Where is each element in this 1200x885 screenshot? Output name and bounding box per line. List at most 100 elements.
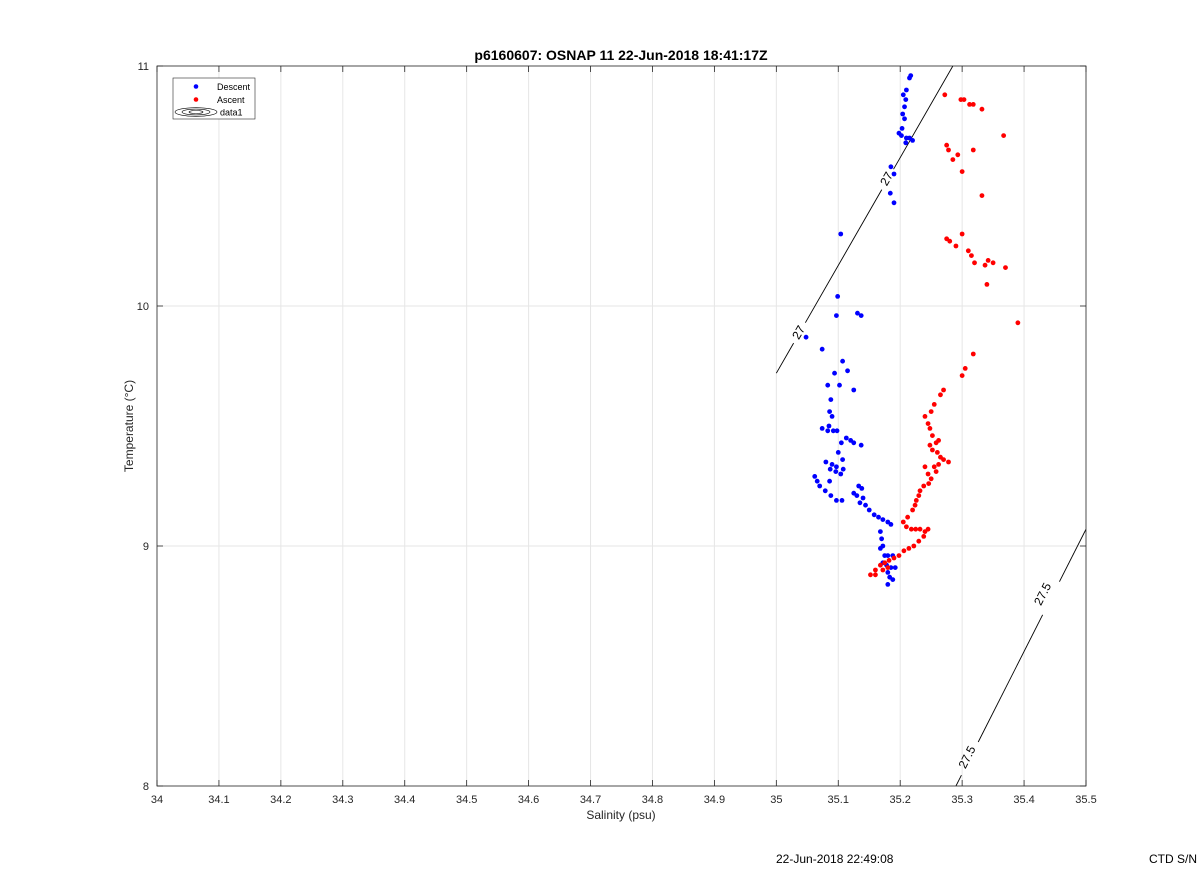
descent-point bbox=[892, 565, 898, 570]
x-tick-label: 34.2 bbox=[270, 794, 291, 806]
ascent-point bbox=[916, 493, 922, 498]
legend-data1-label: data1 bbox=[220, 108, 243, 118]
y-tick-label: 11 bbox=[138, 61, 149, 73]
footer-timestamp: 22-Jun-2018 22:49:08 bbox=[776, 852, 894, 866]
ascent-point bbox=[925, 526, 931, 532]
ascent-point bbox=[941, 457, 946, 462]
descent-point bbox=[877, 546, 883, 551]
descent-point bbox=[827, 409, 832, 414]
ascent-point bbox=[891, 555, 897, 561]
descent-point bbox=[888, 522, 894, 527]
descent-point bbox=[823, 459, 829, 465]
ascent-point bbox=[934, 450, 940, 455]
ascent-point bbox=[911, 543, 917, 549]
ascent-point bbox=[886, 558, 892, 563]
data-series bbox=[803, 73, 1021, 587]
contour-label: 27 bbox=[877, 169, 896, 188]
descent-point bbox=[819, 346, 825, 352]
descent-point bbox=[812, 474, 818, 479]
x-tick-label: 34.6 bbox=[518, 794, 539, 806]
ascent-point bbox=[905, 514, 911, 520]
contour-legend-icon bbox=[174, 107, 218, 117]
ascent-point bbox=[941, 387, 946, 393]
ascent-point bbox=[900, 519, 906, 525]
descent-point bbox=[834, 498, 839, 503]
descent-point bbox=[839, 498, 845, 503]
descent-point bbox=[819, 426, 825, 431]
ascent-point bbox=[913, 498, 919, 503]
ascent-point bbox=[1015, 320, 1021, 326]
y-tick-label: 10 bbox=[137, 301, 149, 313]
x-tick-label: 34.8 bbox=[642, 794, 663, 806]
descent-point bbox=[854, 493, 860, 498]
descent-point bbox=[827, 466, 833, 472]
ascent-point bbox=[1003, 265, 1008, 270]
contour-label: 27 bbox=[789, 323, 808, 342]
ascent-point bbox=[972, 260, 977, 266]
descent-point bbox=[885, 570, 891, 575]
ascent-point bbox=[908, 526, 914, 532]
ascent-point bbox=[913, 526, 919, 532]
ascent-point bbox=[959, 231, 965, 237]
descent-point bbox=[829, 462, 835, 467]
descent-point bbox=[900, 111, 906, 117]
ascent-point bbox=[1001, 133, 1007, 139]
ascent-point bbox=[947, 238, 953, 244]
descent-point bbox=[891, 171, 897, 177]
descent-point bbox=[859, 486, 865, 491]
descent-point bbox=[851, 387, 857, 393]
ascent-point bbox=[990, 260, 996, 266]
descent-point bbox=[834, 428, 840, 434]
descent-point bbox=[838, 471, 844, 477]
ascent-point bbox=[930, 447, 935, 453]
contour-line-27.5 bbox=[1059, 528, 1086, 582]
descent-point bbox=[880, 517, 886, 522]
descent-point bbox=[835, 294, 841, 299]
ascent-point bbox=[912, 502, 918, 508]
contour-line-27.5 bbox=[955, 774, 962, 786]
descent-point bbox=[902, 104, 907, 110]
ascent-point bbox=[910, 507, 915, 513]
descent-point bbox=[830, 428, 836, 434]
descent-point bbox=[885, 582, 891, 587]
ascent-point bbox=[965, 248, 971, 254]
descent-point bbox=[903, 87, 909, 93]
descent-point bbox=[863, 502, 868, 508]
descent-point bbox=[888, 164, 894, 170]
ascent-series bbox=[868, 92, 1021, 578]
ascent-point bbox=[927, 426, 933, 431]
contour-line-27 bbox=[804, 189, 883, 323]
ascent-point bbox=[946, 147, 951, 153]
y-tick-label: 8 bbox=[143, 781, 149, 793]
legend[interactable]: Descent Ascent data1 bbox=[172, 77, 256, 120]
ascent-point bbox=[906, 546, 912, 551]
x-tick-label: 34.3 bbox=[332, 794, 353, 806]
descent-point bbox=[817, 483, 823, 489]
ascent-point bbox=[959, 169, 965, 175]
ascent-point bbox=[970, 147, 976, 153]
ascent-point bbox=[938, 392, 943, 398]
x-tick-label: 34 bbox=[151, 794, 163, 806]
descent-point bbox=[838, 440, 844, 446]
ascent-point bbox=[880, 567, 886, 573]
x-tick-label: 34.4 bbox=[394, 794, 415, 806]
x-tick-label: 35.2 bbox=[889, 794, 910, 806]
plot-background bbox=[157, 66, 1086, 786]
x-tick-label: 35.1 bbox=[828, 794, 849, 806]
descent-point bbox=[890, 577, 896, 582]
ascent-point bbox=[928, 409, 934, 414]
descent-point bbox=[828, 397, 834, 402]
ascent-point bbox=[955, 152, 961, 158]
ascent-point bbox=[921, 483, 927, 489]
descent-point bbox=[871, 512, 877, 518]
footer-ctd-label: CTD S/N bbox=[1149, 852, 1197, 866]
ascent-point bbox=[969, 253, 974, 258]
descent-point bbox=[899, 133, 904, 139]
x-tick-label: 35.5 bbox=[1075, 794, 1096, 806]
descent-point bbox=[814, 478, 820, 484]
ascent-point bbox=[936, 462, 941, 467]
descent-point bbox=[803, 334, 809, 340]
ascent-point bbox=[922, 414, 928, 419]
contour-line-27.5 bbox=[977, 614, 1044, 743]
